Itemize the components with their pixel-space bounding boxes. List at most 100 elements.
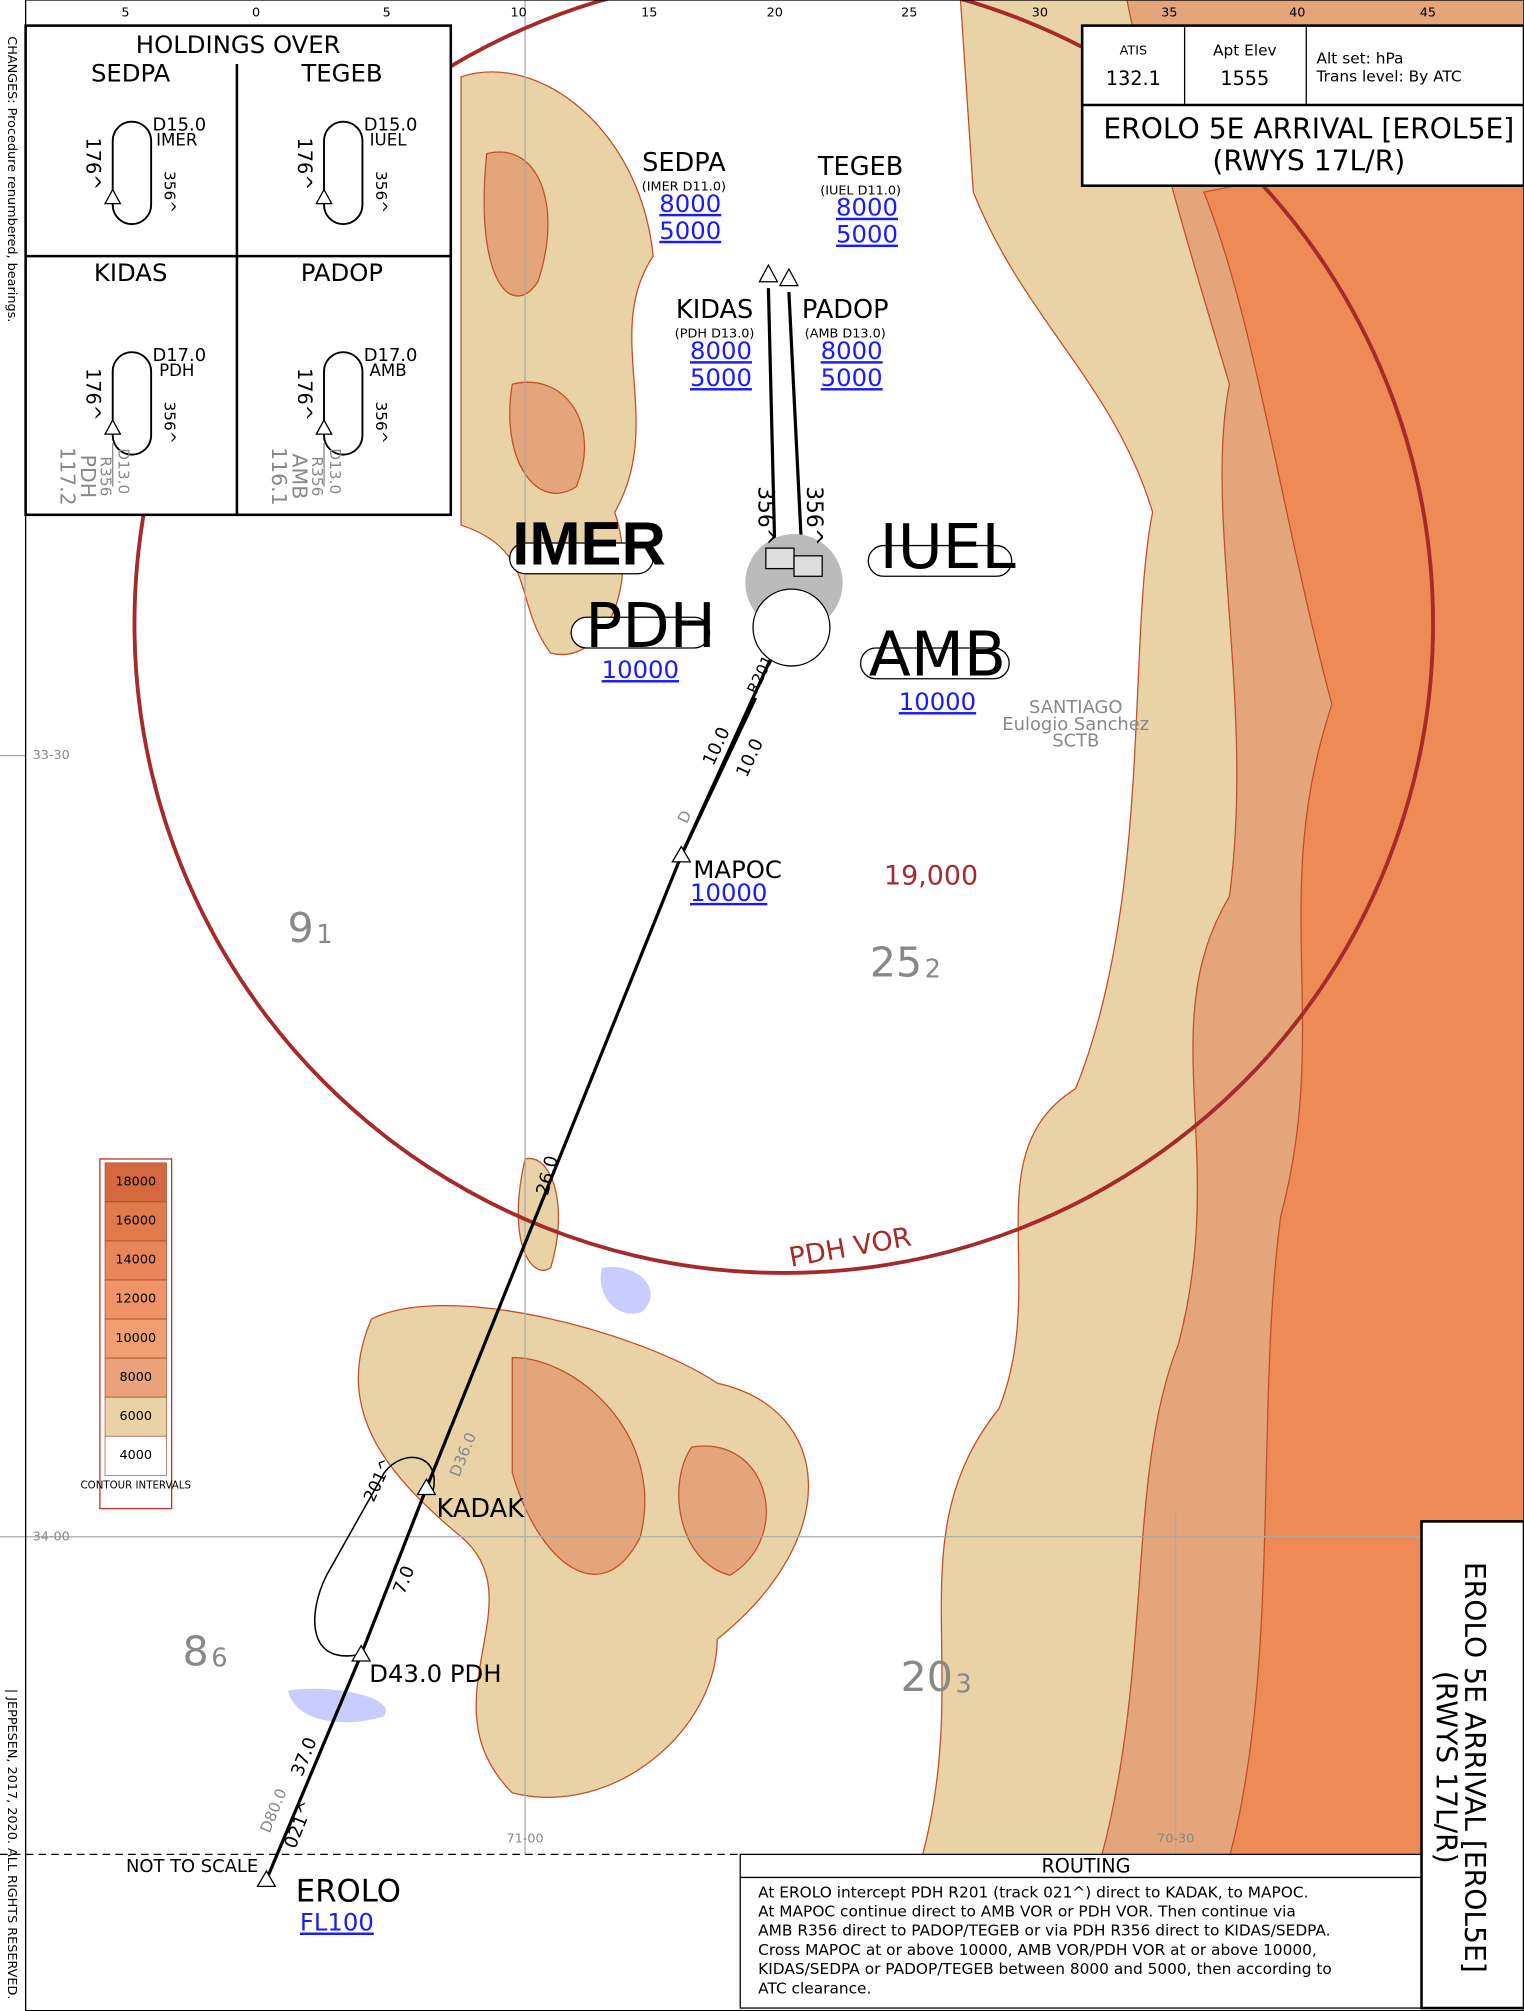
label: ATC clearance.	[758, 1979, 871, 1997]
fix-triangle	[315, 188, 333, 205]
label: 14000	[115, 1253, 156, 1268]
fix-triangle	[671, 845, 692, 863]
legend-swatch	[104, 1318, 167, 1359]
label: PDH	[76, 455, 100, 499]
label: (RWYS 17L/R)	[1212, 145, 1405, 178]
label: D13.0	[326, 448, 344, 494]
label: 10000	[690, 878, 767, 907]
label: CONTOUR INTERVALS	[81, 1480, 192, 1492]
label: 9	[288, 904, 314, 952]
label: D15.0	[364, 115, 418, 136]
holding-pattern	[323, 351, 364, 456]
label: 5	[121, 5, 129, 20]
label: 176^	[82, 368, 105, 421]
label: At EROLO intercept PDH R201 (track 021^)…	[758, 1883, 1308, 1901]
label: KIDAS/SEDPA or PADOP/TEGEB between 8000 …	[758, 1960, 1332, 1978]
label: 10000	[899, 687, 976, 716]
legend-swatch	[104, 1396, 167, 1437]
label: (IMER D11.0)	[642, 179, 726, 194]
label: 5000	[690, 363, 752, 392]
label: 6	[211, 1644, 227, 1674]
side-title-box	[1420, 1520, 1524, 2010]
label: 71-00	[506, 1832, 543, 1847]
label: Trans level: By ATC	[1316, 67, 1462, 85]
label: AMB	[287, 454, 311, 500]
label: 5	[383, 5, 391, 20]
label: IMER	[156, 130, 198, 149]
label: (AMB D13.0)	[805, 327, 886, 342]
label: 1555	[1220, 67, 1269, 90]
label: (IUEL D11.0)	[820, 183, 901, 198]
label: 30	[1032, 5, 1048, 20]
label: EROLO 5E ARRIVAL [EROL5E]	[1103, 113, 1514, 146]
vor-ring	[132, 0, 1435, 1275]
label: AMB	[369, 361, 406, 380]
fix-triangle	[351, 1644, 372, 1662]
label: 8000	[836, 193, 898, 222]
label: PADOP	[802, 295, 889, 325]
label: 8000	[659, 189, 721, 218]
label: At MAPOC continue direct to AMB VOR or P…	[758, 1903, 1296, 1921]
label: 6000	[119, 1409, 152, 1424]
label: AMB R356 direct to PADOP/TEGEB or via PD…	[758, 1922, 1330, 1940]
label: HOLDINGS OVER	[136, 30, 341, 59]
label: TEGEB	[817, 152, 903, 182]
grid	[0, 0, 1422, 1855]
routes	[264, 288, 806, 1881]
label: 45	[1420, 5, 1436, 20]
navaid-box	[509, 542, 654, 575]
label: FL100	[300, 1908, 374, 1937]
terrain	[288, 0, 1524, 1858]
label: Eulogio Sanchez	[1002, 714, 1149, 735]
label: 25	[870, 939, 922, 987]
label: D13.0	[114, 448, 132, 494]
label: 10000	[115, 1331, 156, 1346]
label: 176^	[82, 138, 105, 191]
label: KADAK	[437, 1494, 526, 1524]
label: 116.1	[267, 447, 291, 506]
label: 10	[511, 5, 527, 20]
label: AMB	[869, 619, 1006, 690]
label: IUEL	[880, 512, 1016, 583]
label: (RWYS 17L/R)	[1430, 1671, 1463, 1864]
label: D17.0	[364, 345, 418, 366]
label: 356^	[801, 486, 826, 546]
label: 8000	[690, 336, 752, 365]
label: MAPOC	[693, 855, 781, 884]
label: 8	[183, 1628, 209, 1676]
label: EROLO 5E ARRIVAL [EROL5E]	[1458, 1562, 1491, 1973]
legend-swatch	[104, 1357, 167, 1398]
label: 5000	[659, 216, 721, 245]
legend-swatch	[104, 1279, 167, 1320]
label: SEDPA	[91, 58, 171, 87]
label: 356^	[753, 486, 778, 546]
label: 356^	[161, 402, 179, 444]
label: D43.0 PDH	[369, 1659, 501, 1688]
fix-triangle	[758, 263, 779, 283]
label: EROLO	[296, 1873, 401, 1909]
fix-triangle	[256, 1869, 277, 1888]
holding-pattern	[111, 351, 153, 456]
label: (PDH D13.0)	[675, 327, 755, 342]
legend-swatch	[104, 1201, 167, 1242]
navaid-box	[859, 647, 1010, 680]
label: 33-30	[33, 748, 70, 763]
label: PDH	[585, 591, 716, 662]
label: 5000	[821, 363, 883, 392]
fix-triangle	[103, 418, 122, 435]
label: 25	[901, 5, 917, 20]
legend-swatch	[104, 1435, 167, 1476]
label: 1	[316, 920, 332, 950]
routing-box	[739, 1853, 1423, 2009]
label: 10000	[602, 655, 679, 684]
label: | JEPPESEN, 2017, 2020. ALL RIGHTS RESER…	[4, 1689, 19, 2000]
label: 117.2	[56, 447, 80, 506]
holding-pattern	[111, 120, 153, 225]
label: 20	[901, 1653, 953, 1701]
label: 70-30	[1157, 1832, 1194, 1847]
holding-pattern	[323, 120, 364, 225]
fix-triangle	[315, 418, 333, 435]
label: 0	[252, 5, 260, 20]
airport-area	[745, 534, 843, 667]
